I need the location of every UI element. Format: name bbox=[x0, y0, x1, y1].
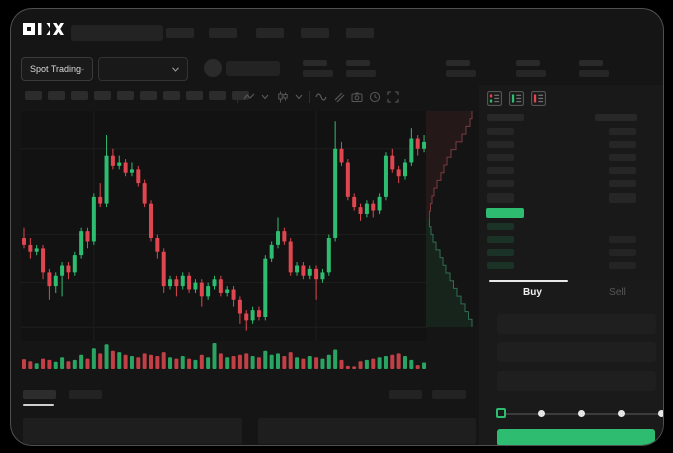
indicator-wave-icon[interactable] bbox=[315, 91, 327, 103]
stat-value-placeholder bbox=[303, 70, 333, 77]
ask-row-amount[interactable] bbox=[609, 167, 636, 174]
candlestick-chart[interactable] bbox=[21, 111, 427, 341]
stat-label-placeholder bbox=[303, 60, 327, 66]
stat-label-placeholder bbox=[446, 60, 470, 66]
spot-trading-label: Spot Trading bbox=[30, 64, 82, 74]
ask-row-amount[interactable] bbox=[609, 141, 636, 148]
line-style-icon[interactable] bbox=[243, 91, 255, 103]
ask-row-price[interactable] bbox=[487, 180, 514, 187]
clock-icon[interactable] bbox=[369, 91, 381, 103]
timeframe-button-placeholder[interactable] bbox=[117, 91, 134, 100]
timeframe-button-placeholder[interactable] bbox=[25, 91, 42, 100]
tab-sell[interactable]: Sell bbox=[609, 287, 626, 298]
camera-icon[interactable] bbox=[351, 91, 363, 103]
bid-row-price[interactable] bbox=[487, 262, 514, 269]
bid-row-price[interactable] bbox=[487, 236, 514, 243]
slider-stop[interactable] bbox=[496, 408, 506, 418]
nav-item-placeholder[interactable] bbox=[209, 28, 237, 38]
slider-stop[interactable] bbox=[618, 410, 625, 417]
book-bids-icon[interactable] bbox=[509, 91, 524, 106]
buy-submit-button[interactable] bbox=[497, 429, 655, 445]
bid-row-price[interactable] bbox=[487, 249, 514, 256]
book-asks-icon[interactable] bbox=[531, 91, 546, 106]
nav-item-placeholder[interactable] bbox=[346, 28, 374, 38]
stat-label-placeholder bbox=[579, 60, 603, 66]
timeframe-button-placeholder[interactable] bbox=[48, 91, 65, 100]
slider-stop[interactable] bbox=[658, 410, 663, 417]
tab-buy[interactable]: Buy bbox=[523, 287, 542, 298]
fullscreen-icon[interactable] bbox=[387, 91, 399, 103]
total-input[interactable] bbox=[497, 371, 656, 391]
ob-header-price bbox=[487, 114, 524, 121]
ask-row-amount[interactable] bbox=[609, 128, 636, 135]
bid-row-amount[interactable] bbox=[609, 236, 636, 243]
bid-row-amount[interactable] bbox=[609, 262, 636, 269]
timeframe-button-placeholder[interactable] bbox=[209, 91, 226, 100]
bottom-tab-underline bbox=[23, 404, 54, 406]
bottom-action-1[interactable] bbox=[389, 390, 422, 399]
okx-logo bbox=[23, 23, 64, 35]
volume-bars bbox=[22, 343, 427, 369]
toolbar-divider bbox=[309, 91, 310, 103]
amount-input[interactable] bbox=[497, 342, 656, 362]
nav-item-placeholder[interactable] bbox=[301, 28, 329, 38]
ask-row-price[interactable] bbox=[487, 196, 514, 203]
stat-value-placeholder bbox=[446, 70, 476, 77]
ask-row-amount[interactable] bbox=[609, 196, 636, 203]
trade-panel: Buy Sell bbox=[479, 280, 663, 445]
bid-row-price[interactable] bbox=[487, 223, 514, 230]
stat-label-placeholder bbox=[516, 60, 540, 66]
stat-value-placeholder bbox=[579, 70, 609, 77]
candle-type-icon[interactable] bbox=[277, 91, 289, 103]
timeframe-button-placeholder[interactable] bbox=[71, 91, 88, 100]
chevron-down-icon[interactable] bbox=[295, 94, 303, 100]
ask-row-price[interactable] bbox=[487, 128, 514, 135]
orders-panel-placeholder bbox=[23, 418, 242, 444]
timeframe-button-placeholder[interactable] bbox=[94, 91, 111, 100]
ask-row-amount[interactable] bbox=[609, 180, 636, 187]
timeframe-button-placeholder[interactable] bbox=[140, 91, 157, 100]
ask-row-price[interactable] bbox=[487, 167, 514, 174]
pair-name-placeholder bbox=[226, 61, 280, 76]
bottom-tab-2[interactable] bbox=[69, 390, 102, 399]
nav-item-placeholder[interactable] bbox=[166, 28, 194, 38]
nav-item-placeholder[interactable] bbox=[256, 28, 284, 38]
toolbar-divider bbox=[237, 91, 238, 103]
pair-dropdown[interactable] bbox=[98, 57, 188, 81]
bid-row-amount[interactable] bbox=[609, 249, 636, 256]
timeframe-button-placeholder[interactable] bbox=[232, 91, 249, 100]
ob-header-amount bbox=[595, 114, 637, 121]
buy-tab-indicator bbox=[489, 280, 568, 282]
history-panel-placeholder bbox=[258, 418, 476, 444]
chevron-down-icon bbox=[81, 68, 84, 70]
ask-row-price[interactable] bbox=[487, 154, 514, 161]
bottom-action-2[interactable] bbox=[432, 390, 466, 399]
chevron-down-icon bbox=[172, 66, 179, 72]
spot-trading-dropdown[interactable]: Spot Trading bbox=[21, 57, 93, 81]
timeframe-button-placeholder[interactable] bbox=[186, 91, 203, 100]
bottom-tab-1[interactable] bbox=[23, 390, 56, 399]
last-price-badge[interactable] bbox=[486, 208, 524, 218]
market-title-placeholder bbox=[71, 25, 163, 41]
pair-avatar bbox=[204, 59, 222, 77]
depth-chart bbox=[426, 111, 479, 327]
right-panel: Buy Sell bbox=[479, 85, 663, 445]
price-input[interactable] bbox=[497, 314, 656, 334]
app-window: Spot Trading bbox=[10, 8, 664, 446]
stat-value-placeholder bbox=[516, 70, 546, 77]
stat-value-placeholder bbox=[346, 70, 376, 77]
ruler-icon[interactable] bbox=[333, 91, 345, 103]
ask-row-price[interactable] bbox=[487, 141, 514, 148]
chevron-down-icon[interactable] bbox=[261, 94, 269, 100]
book-combined-icon[interactable] bbox=[487, 91, 502, 106]
slider-stop[interactable] bbox=[578, 410, 585, 417]
stat-label-placeholder bbox=[346, 60, 370, 66]
timeframe-button-placeholder[interactable] bbox=[163, 91, 180, 100]
ask-row-amount[interactable] bbox=[609, 154, 636, 161]
slider-stop[interactable] bbox=[538, 410, 545, 417]
